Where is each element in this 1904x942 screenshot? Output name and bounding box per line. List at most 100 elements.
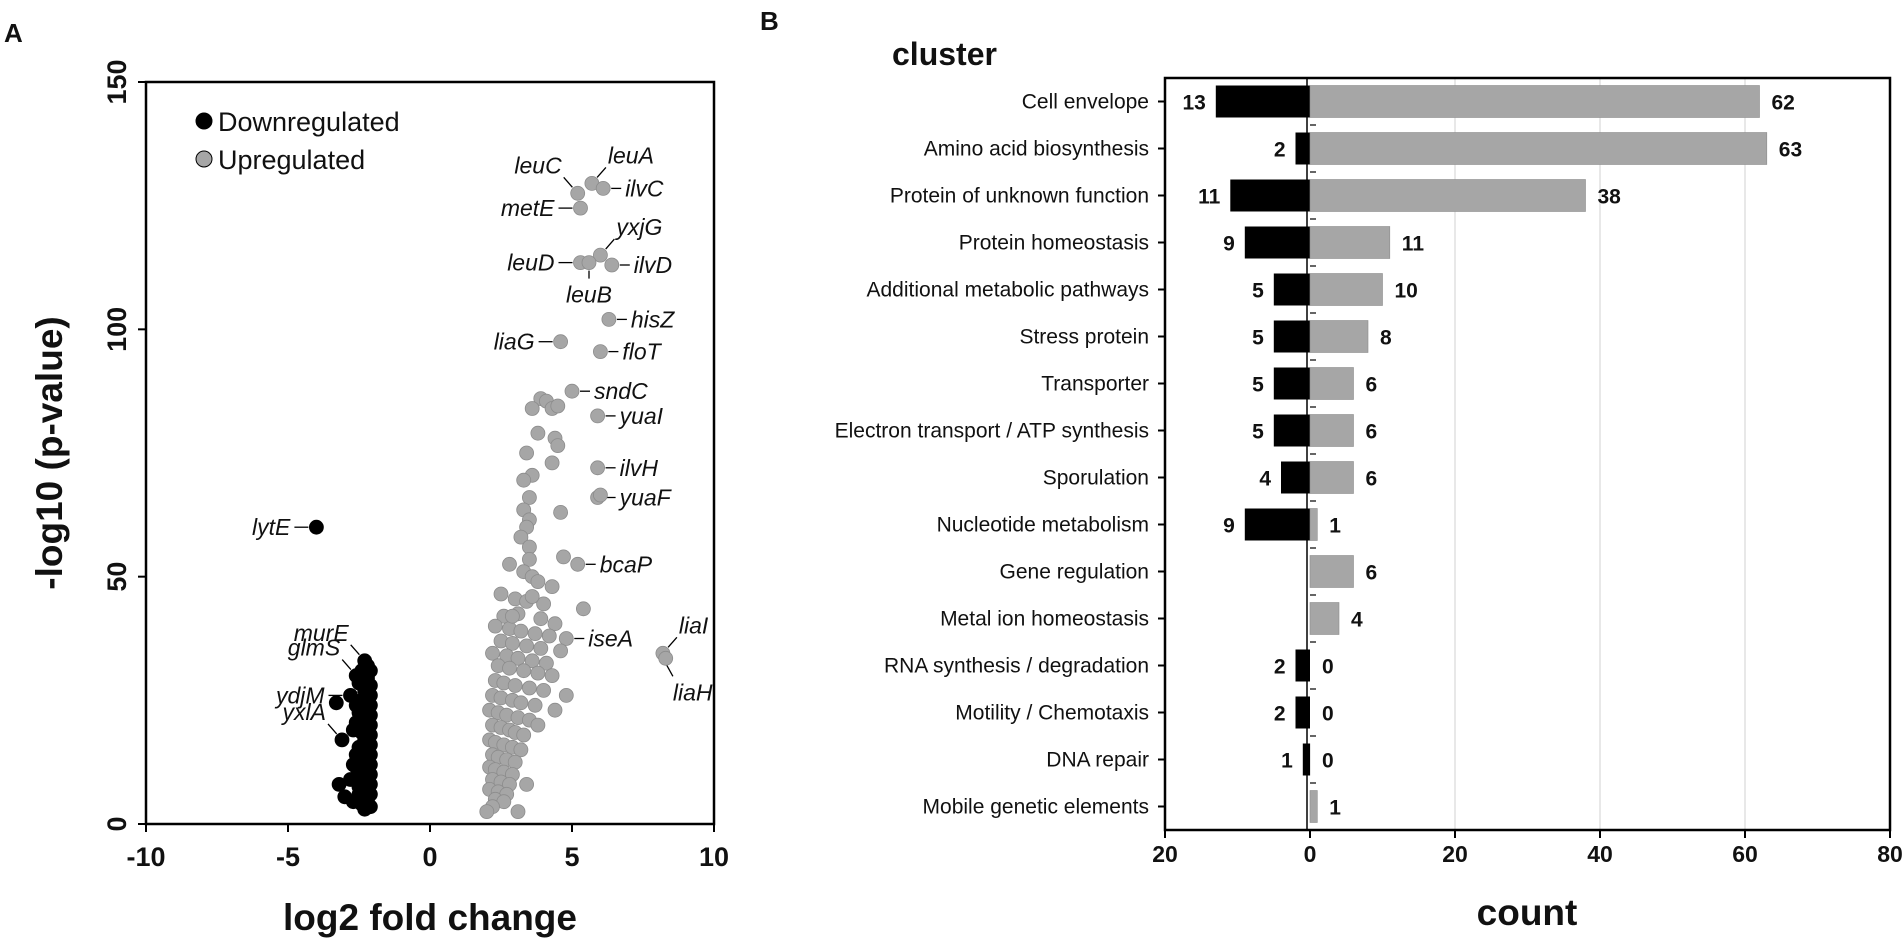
upregulated-point: [507, 678, 523, 693]
upregulated-point: [536, 683, 551, 698]
gene-label-leader: [667, 636, 678, 648]
upregulated-point: [581, 255, 597, 271]
bar-x-tick-label: 40: [1587, 841, 1613, 867]
upregulated-point: [493, 586, 509, 602]
gene-label-leader: [327, 723, 338, 735]
downregulated-bar: [1295, 132, 1310, 165]
gene-label-leader: [596, 166, 607, 178]
upregulated-bar-label: 6: [1366, 374, 1378, 397]
upregulated-point: [556, 549, 571, 565]
upregulated-point: [522, 490, 537, 505]
upregulated-bar-label: 8: [1380, 327, 1392, 350]
bar-x-tick-label: 20: [1152, 841, 1178, 867]
upregulated-point: [522, 539, 537, 555]
volcano-y-tick-label: 100: [102, 307, 132, 352]
volcano-x-tick-label: 5: [564, 842, 579, 872]
downregulated-bar: [1244, 226, 1311, 259]
downregulated-bar: [1273, 273, 1311, 306]
legend-marker-up: [195, 150, 213, 168]
upregulated-bar-label: 1: [1329, 515, 1341, 538]
downregulated-bar: [1215, 85, 1311, 118]
gene-label: leuB: [566, 282, 612, 308]
downregulated-bar-label: 5: [1252, 327, 1264, 350]
upregulated-bar-label: 38: [1598, 186, 1622, 209]
category-label: Electron transport / ATP synthesis: [835, 420, 1149, 443]
category-label: Mobile genetic elements: [923, 796, 1149, 819]
downregulated-bar-label: 13: [1182, 92, 1205, 115]
upregulated-point: [524, 589, 540, 604]
panel-b-letter: B: [760, 6, 779, 36]
upregulated-point: [530, 665, 546, 681]
upregulated-point: [533, 611, 549, 627]
upregulated-bar-label: 0: [1322, 656, 1334, 679]
upregulated-point: [550, 398, 566, 414]
upregulated-point: [527, 697, 543, 713]
legend-label-down: Downregulated: [218, 107, 400, 137]
upregulated-bar-label: 6: [1366, 421, 1378, 444]
downregulated-bar: [1295, 649, 1310, 682]
category-label: Stress protein: [1019, 326, 1149, 349]
upregulated-point: [536, 596, 551, 612]
upregulated-point: [516, 727, 532, 743]
upregulated-point: [505, 608, 520, 624]
upregulated-point: [519, 445, 534, 461]
upregulated-point: [530, 425, 546, 441]
downregulated-point: [328, 695, 344, 711]
bar-chart-x-axis: 20 0 20 40 60 80: [1152, 830, 1903, 867]
upregulated-point: [573, 200, 588, 216]
upregulated-point: [513, 695, 529, 711]
downregulated-bar-label: 11: [1198, 186, 1221, 209]
gene-label: yxjG: [614, 214, 662, 240]
upregulated-bar: [1309, 508, 1318, 541]
volcano-x-tick-label: 10: [699, 842, 729, 872]
upregulated-bar: [1309, 367, 1354, 400]
gene-label-leader: [605, 238, 615, 250]
gene-label: leuC: [514, 152, 562, 178]
downregulated-bar-label: 4: [1259, 468, 1271, 491]
gene-label: liaH: [673, 679, 713, 705]
upregulated-bar: [1309, 320, 1369, 353]
upregulated-point: [558, 631, 574, 646]
upregulated-bar-label: 1: [1329, 797, 1341, 820]
gene-label: iseA: [588, 626, 633, 652]
downregulated-bar: [1273, 414, 1311, 447]
upregulated-point: [564, 383, 580, 399]
gene-label: ilvD: [634, 252, 672, 278]
downregulated-point: [351, 675, 367, 691]
upregulated-point: [553, 505, 568, 520]
category-label: RNA synthesis / degradation: [884, 655, 1149, 678]
upregulated-point: [524, 401, 540, 416]
upregulated-point: [510, 804, 526, 819]
upregulated-bar: [1309, 602, 1340, 635]
upregulated-point: [604, 257, 620, 273]
upregulated-point: [502, 556, 517, 572]
volcano-y-tick-label: 0: [102, 816, 132, 831]
bar-chart-plot-area: [1163, 76, 1892, 832]
downregulated-point: [334, 732, 350, 748]
upregulated-point: [547, 616, 563, 632]
upregulated-point: [502, 660, 517, 676]
upregulated-bar: [1309, 790, 1318, 823]
upregulated-point: [590, 460, 605, 476]
volcano-legend: Downregulated Upregulated: [195, 107, 400, 175]
category-label: Transporter: [1041, 373, 1149, 396]
upregulated-bar: [1309, 179, 1586, 212]
upregulated-bar: [1309, 132, 1768, 165]
gene-label: yuaF: [618, 485, 673, 511]
downregulated-bar: [1230, 179, 1311, 212]
upregulated-point: [513, 742, 529, 758]
gene-label: ydjM: [274, 682, 325, 708]
gene-label-leader: [563, 176, 573, 188]
upregulated-point: [558, 688, 574, 703]
downregulated-bar-label: 9: [1223, 515, 1235, 538]
upregulated-bar-label: 6: [1366, 468, 1378, 491]
volcano-y-tick-label: 50: [102, 562, 132, 592]
upregulated-bar: [1309, 555, 1354, 588]
gene-label: lytE: [252, 514, 291, 540]
upregulated-bar: [1309, 414, 1354, 447]
upregulated-bar-label: 4: [1351, 609, 1363, 632]
upregulated-bar: [1309, 226, 1391, 259]
upregulated-point: [487, 618, 503, 634]
